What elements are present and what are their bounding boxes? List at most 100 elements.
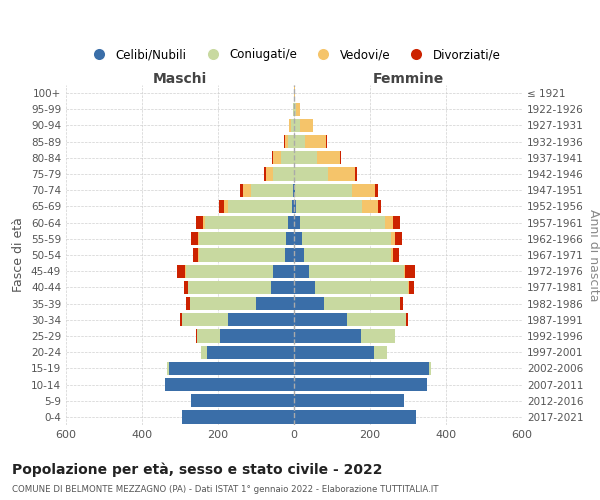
Bar [271, 280, 294, 294]
Bar [300, 216, 385, 230]
Bar [294, 184, 295, 197]
Bar [188, 280, 271, 294]
Bar [273, 168, 294, 180]
Bar [391, 232, 395, 245]
Bar [400, 297, 403, 310]
Bar [256, 297, 294, 310]
Bar [361, 330, 395, 342]
Bar [294, 151, 317, 164]
Bar [289, 216, 294, 230]
Bar [272, 151, 273, 164]
Bar [224, 200, 227, 213]
Bar [201, 346, 206, 359]
Bar [165, 378, 294, 391]
Bar [393, 248, 398, 262]
Bar [409, 280, 415, 294]
Bar [265, 168, 273, 180]
Bar [169, 362, 294, 375]
Bar [286, 232, 294, 245]
Bar [294, 119, 300, 132]
Bar [180, 313, 182, 326]
Bar [385, 216, 393, 230]
Bar [182, 313, 227, 326]
Bar [190, 297, 256, 310]
Bar [296, 200, 362, 213]
Bar [239, 184, 244, 197]
Bar [395, 232, 403, 245]
Bar [263, 168, 265, 180]
Bar [206, 346, 294, 359]
Bar [281, 151, 294, 164]
Bar [191, 232, 198, 245]
Bar [251, 184, 293, 197]
Bar [294, 264, 309, 278]
Bar [377, 200, 382, 213]
Bar [292, 200, 294, 213]
Bar [199, 232, 286, 245]
Bar [362, 200, 377, 213]
Bar [325, 297, 400, 310]
Bar [198, 248, 199, 262]
Y-axis label: Anni di nascita: Anni di nascita [587, 209, 600, 301]
Text: Maschi: Maschi [153, 72, 207, 86]
Bar [375, 184, 378, 197]
Bar [328, 168, 355, 180]
Bar [352, 184, 375, 197]
Y-axis label: Fasce di età: Fasce di età [13, 218, 25, 292]
Bar [199, 248, 284, 262]
Bar [294, 232, 302, 245]
Bar [293, 102, 294, 116]
Bar [294, 313, 347, 326]
Bar [304, 248, 391, 262]
Bar [291, 119, 294, 132]
Bar [294, 102, 296, 116]
Bar [220, 330, 294, 342]
Bar [178, 264, 185, 278]
Text: COMUNE DI BELMONTE MEZZAGNO (PA) - Dati ISTAT 1° gennaio 2022 - Elaborazione TUT: COMUNE DI BELMONTE MEZZAGNO (PA) - Dati … [12, 485, 439, 494]
Bar [227, 313, 294, 326]
Bar [187, 297, 190, 310]
Bar [294, 378, 427, 391]
Bar [196, 216, 203, 230]
Bar [355, 168, 356, 180]
Bar [289, 135, 294, 148]
Bar [167, 362, 169, 375]
Bar [408, 280, 409, 294]
Bar [294, 168, 328, 180]
Bar [294, 410, 416, 424]
Bar [191, 394, 294, 407]
Bar [317, 151, 340, 164]
Bar [284, 135, 289, 148]
Bar [294, 280, 315, 294]
Bar [227, 200, 292, 213]
Bar [198, 232, 199, 245]
Bar [193, 248, 198, 262]
Bar [347, 313, 406, 326]
Bar [302, 232, 391, 245]
Bar [294, 216, 300, 230]
Bar [393, 216, 400, 230]
Bar [309, 264, 404, 278]
Bar [273, 151, 281, 164]
Bar [284, 248, 294, 262]
Bar [186, 264, 273, 278]
Bar [429, 362, 431, 375]
Bar [294, 248, 304, 262]
Bar [315, 280, 408, 294]
Bar [289, 119, 291, 132]
Bar [273, 264, 294, 278]
Bar [294, 330, 361, 342]
Bar [294, 362, 429, 375]
Bar [182, 410, 294, 424]
Bar [406, 264, 415, 278]
Bar [391, 248, 393, 262]
Bar [300, 119, 313, 132]
Bar [406, 313, 408, 326]
Bar [184, 280, 188, 294]
Bar [244, 184, 251, 197]
Bar [185, 264, 186, 278]
Bar [294, 135, 305, 148]
Bar [205, 216, 289, 230]
Bar [404, 264, 406, 278]
Text: Femmine: Femmine [373, 72, 443, 86]
